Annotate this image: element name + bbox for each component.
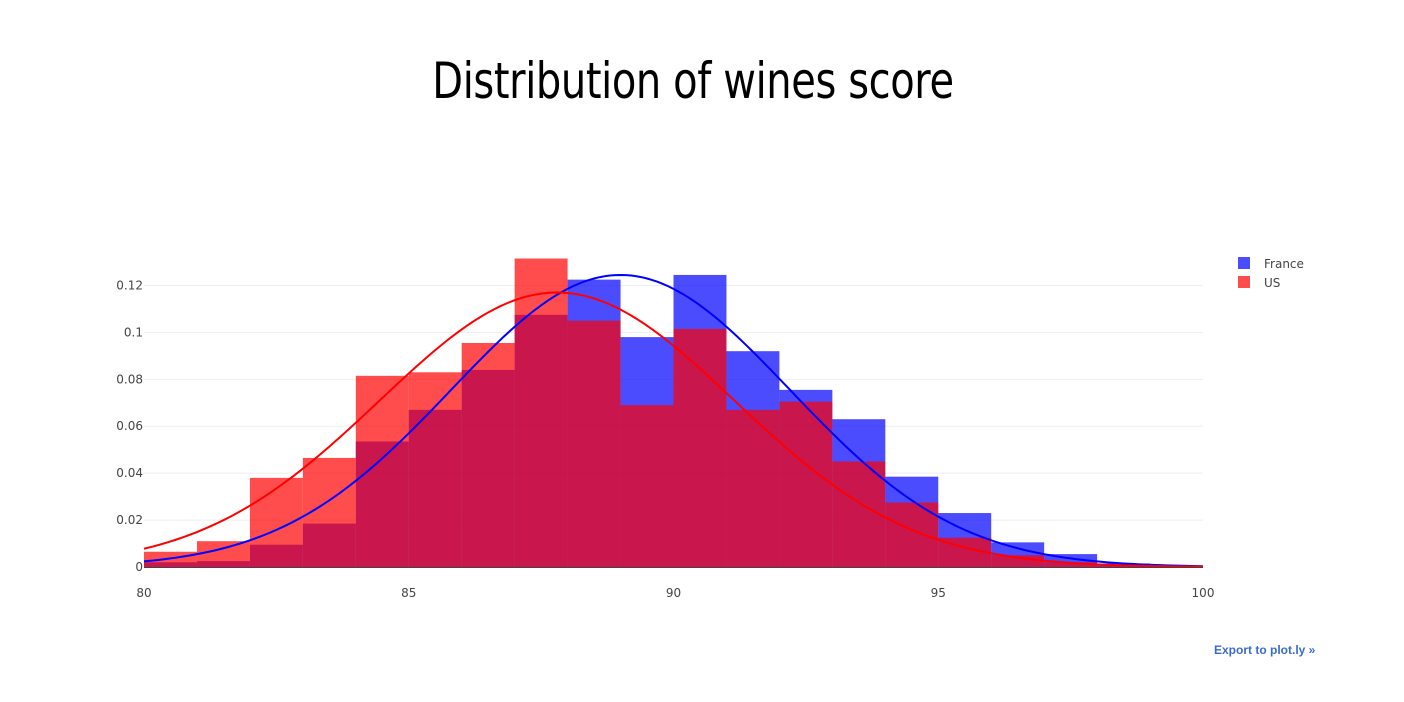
legend-label-france: France — [1264, 257, 1304, 271]
bar-us-5 — [408, 372, 462, 567]
bar-us-2 — [249, 477, 303, 567]
chart-title: Distribution of wines score — [432, 52, 954, 110]
density-curve-france — [143, 273, 1204, 568]
bar-us-13 — [832, 461, 886, 567]
x-axis: 80 85 90 95 100 — [136, 567, 1215, 600]
bar-us-1 — [196, 541, 250, 567]
bar-us-14 — [885, 502, 939, 567]
bar-us-4 — [355, 375, 409, 567]
x-tick-label-4: 100 — [1192, 586, 1215, 600]
x-tick-label-3: 95 — [931, 586, 946, 600]
y-tick-label-0: 0 — [135, 560, 143, 574]
x-tick-label-1: 85 — [401, 586, 416, 600]
bar-us-11 — [726, 409, 780, 567]
bar-us-18 — [1097, 565, 1151, 567]
y-tick-label-6: 0.12 — [116, 278, 143, 292]
bar-us-12 — [779, 401, 833, 567]
legend-item-us[interactable]: US — [1238, 276, 1280, 290]
y-tick-label-5: 0.1 — [124, 325, 143, 339]
y-tick-label-1: 0.02 — [116, 513, 143, 527]
bar-us-7 — [514, 258, 568, 567]
y-tick-label-4: 0.08 — [116, 372, 143, 386]
bar-us-10 — [673, 328, 727, 567]
density-curves — [143, 273, 1204, 568]
y-tick-label-3: 0.06 — [116, 419, 143, 433]
bar-us-9 — [620, 405, 674, 567]
legend-swatch-us — [1238, 276, 1250, 288]
legend-swatch-france — [1238, 257, 1250, 269]
legend-label-us: US — [1264, 276, 1280, 290]
x-tick-label-2: 90 — [666, 586, 681, 600]
bar-us-6 — [461, 342, 515, 567]
bar-us-8 — [567, 320, 621, 567]
x-tick-label-0: 80 — [136, 586, 151, 600]
histogram-bars — [144, 258, 1203, 567]
legend[interactable]: France US — [1238, 257, 1304, 290]
export-to-plotly-link[interactable]: Export to plot.ly » — [1214, 643, 1316, 657]
density-curve-us — [143, 291, 1204, 568]
y-tick-label-2: 0.04 — [116, 466, 143, 480]
y-axis: 0 0.02 0.04 0.06 0.08 0.1 0.12 — [116, 278, 143, 574]
bar-us-16 — [991, 555, 1045, 567]
legend-item-france[interactable]: France — [1238, 257, 1304, 271]
bar-us-17 — [1044, 562, 1098, 567]
